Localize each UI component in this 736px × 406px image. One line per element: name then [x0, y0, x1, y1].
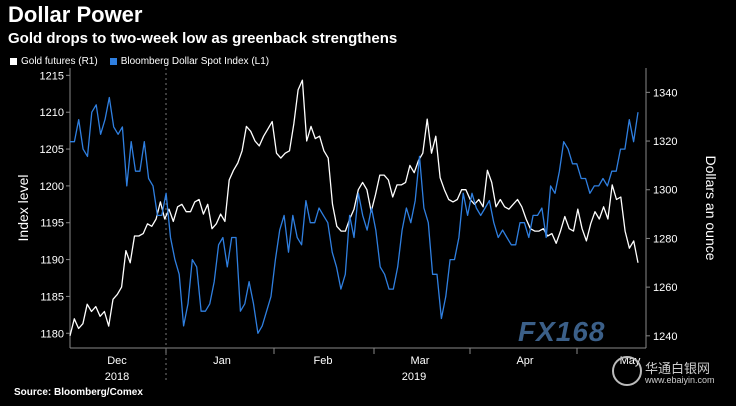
source-note: Source: Bloomberg/Comex [14, 387, 143, 398]
left-tick-label: 1195 [40, 218, 64, 230]
gold-futures-line [69, 79, 639, 336]
watermark-logo-icon [612, 356, 642, 386]
left-tick-label: 1180 [40, 328, 64, 340]
right-axis-label: Dollars an ounce [703, 155, 719, 260]
right-tick-label: 1320 [653, 136, 677, 148]
watermark-site-cn: 华通白银网 [645, 361, 711, 376]
watermark-brand: FX168 [518, 316, 606, 347]
right-tick-label: 1240 [653, 331, 677, 343]
legend-label-dollar: Bloomberg Dollar Spot Index (L1) [120, 56, 270, 67]
dollar-index-line [70, 96, 639, 334]
legend-label-gold: Gold futures (R1) [21, 56, 98, 67]
left-tick-label: 1205 [40, 144, 64, 156]
left-tick-label: 1200 [40, 181, 64, 193]
right-tick-label: 1260 [653, 282, 677, 294]
watermark-site-url: www.ebaiyin.com [645, 375, 715, 385]
left-tick-label: 1185 [40, 291, 64, 303]
left-tick-label: 1210 [40, 107, 64, 119]
chart-title: Dollar Power [8, 2, 143, 27]
right-tick-label: 1340 [653, 87, 677, 99]
left-tick-label: 1190 [40, 255, 64, 267]
x-tick-label: Mar [411, 355, 430, 367]
x-tick-label: Dec [107, 355, 127, 367]
legend-swatch-gold [10, 58, 17, 65]
chart-subtitle: Gold drops to two-week low as greenback … [8, 30, 398, 47]
x-tick-label: Feb [314, 355, 333, 367]
x-year-label: 2019 [402, 371, 426, 383]
right-tick-label: 1300 [653, 185, 677, 197]
legend-swatch-dollar [109, 58, 117, 65]
legend: Gold futures (R1) Bloomberg Dollar Spot … [10, 56, 269, 67]
x-tick-label: Apr [516, 355, 533, 367]
left-axis-label: Index level [15, 175, 31, 242]
legend-item-dollar: Bloomberg Dollar Spot Index (L1) [109, 56, 270, 67]
left-tick-label: 1215 [40, 70, 64, 82]
legend-item-gold: Gold futures (R1) [10, 56, 98, 67]
x-tick-label: Jan [213, 355, 231, 367]
x-year-label: 2018 [105, 371, 129, 383]
right-tick-label: 1280 [653, 233, 677, 245]
